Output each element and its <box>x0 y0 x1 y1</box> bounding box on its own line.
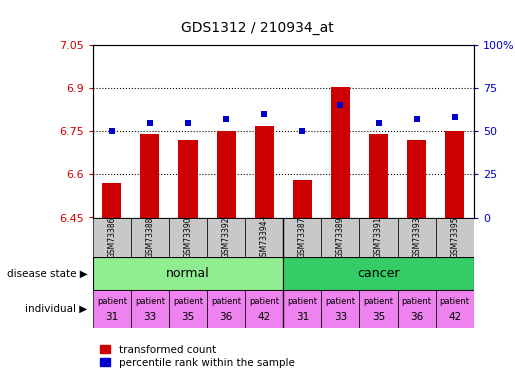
Text: patient: patient <box>249 297 279 306</box>
Bar <box>407 140 426 218</box>
Bar <box>207 290 245 328</box>
Text: patient: patient <box>211 297 241 306</box>
Bar <box>436 217 474 257</box>
Bar <box>369 134 388 218</box>
Text: patient: patient <box>173 297 203 306</box>
Text: 35: 35 <box>372 312 385 322</box>
Text: normal: normal <box>166 267 210 280</box>
Text: GSM73386: GSM73386 <box>107 216 116 258</box>
Bar <box>140 134 160 218</box>
Bar <box>254 126 273 218</box>
Text: 31: 31 <box>105 312 118 322</box>
Bar <box>169 290 207 328</box>
Text: GSM73393: GSM73393 <box>412 216 421 258</box>
Text: 33: 33 <box>143 312 157 322</box>
Text: cancer: cancer <box>357 267 400 280</box>
Bar <box>398 290 436 328</box>
Text: GSM73387: GSM73387 <box>298 216 307 258</box>
Text: GSM73392: GSM73392 <box>221 216 231 258</box>
Bar <box>245 217 283 257</box>
Bar <box>359 290 398 328</box>
Text: GSM73388: GSM73388 <box>145 216 154 258</box>
Bar <box>398 217 436 257</box>
Bar <box>321 217 359 257</box>
Text: 42: 42 <box>258 312 271 322</box>
Bar <box>178 140 197 218</box>
Text: patient: patient <box>287 297 317 306</box>
Bar <box>321 290 359 328</box>
Text: GSM73394+: GSM73394+ <box>260 213 269 261</box>
Bar <box>436 290 474 328</box>
Text: patient: patient <box>402 297 432 306</box>
Text: patient: patient <box>440 297 470 306</box>
Bar <box>93 217 131 257</box>
Text: GSM73389: GSM73389 <box>336 216 345 258</box>
Text: 35: 35 <box>181 312 195 322</box>
Bar <box>131 290 169 328</box>
Bar <box>331 87 350 218</box>
Text: patient: patient <box>135 297 165 306</box>
Text: 33: 33 <box>334 312 347 322</box>
Text: 42: 42 <box>448 312 461 322</box>
Bar <box>445 131 465 218</box>
Bar <box>102 183 122 218</box>
Text: disease state ▶: disease state ▶ <box>7 268 88 279</box>
Text: patient: patient <box>325 297 355 306</box>
Text: 36: 36 <box>410 312 423 322</box>
Text: GDS1312 / 210934_at: GDS1312 / 210934_at <box>181 21 334 34</box>
Bar <box>131 217 169 257</box>
Bar <box>359 217 398 257</box>
Text: GSM73395: GSM73395 <box>450 216 459 258</box>
Bar <box>169 217 207 257</box>
Bar <box>293 180 312 218</box>
Bar <box>93 290 131 328</box>
Text: 36: 36 <box>219 312 233 322</box>
Bar <box>283 290 321 328</box>
Text: patient: patient <box>97 297 127 306</box>
Legend: transformed count, percentile rank within the sample: transformed count, percentile rank withi… <box>98 342 297 370</box>
Bar <box>245 290 283 328</box>
Bar <box>93 257 283 290</box>
Bar <box>283 217 321 257</box>
Text: GSM73390: GSM73390 <box>183 216 193 258</box>
Bar <box>207 217 245 257</box>
Text: patient: patient <box>364 297 393 306</box>
Text: GSM73391: GSM73391 <box>374 216 383 258</box>
Bar <box>216 131 236 218</box>
Bar <box>283 257 474 290</box>
Text: 31: 31 <box>296 312 309 322</box>
Text: individual ▶: individual ▶ <box>25 304 88 314</box>
